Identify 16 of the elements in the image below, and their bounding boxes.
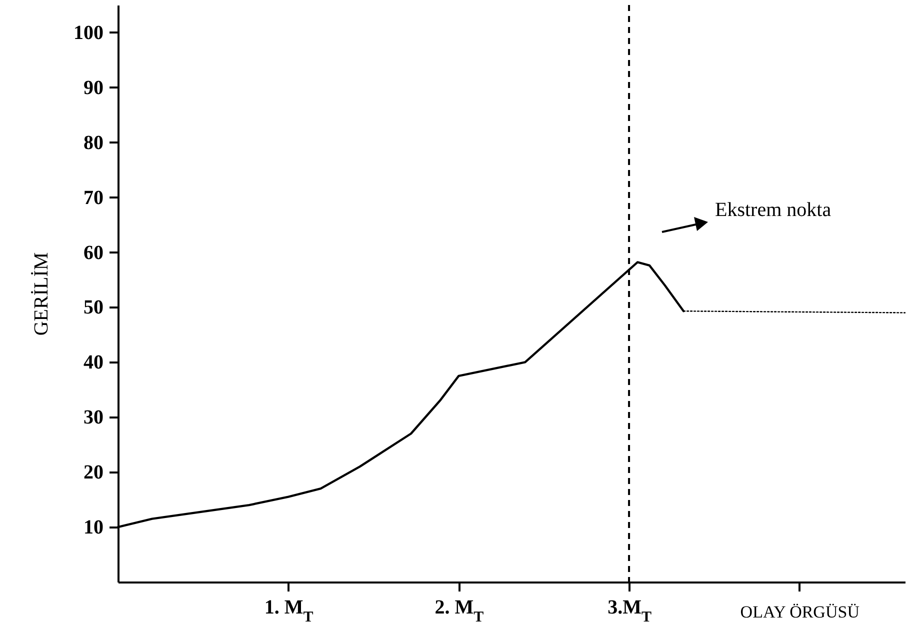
y-tick-label: 70 bbox=[84, 186, 104, 209]
y-tick-label: 80 bbox=[84, 132, 104, 154]
y-tick-label: 100 bbox=[74, 22, 104, 44]
y-tick-label: 40 bbox=[84, 352, 104, 374]
y-tick-label: 30 bbox=[84, 406, 104, 429]
y-tick-label: 60 bbox=[84, 242, 104, 264]
x-tick-label: 1. M$_{T}$ bbox=[264, 596, 314, 626]
y-axis-title: GERİLİM bbox=[30, 252, 52, 336]
y-tick-label: 20 bbox=[84, 462, 104, 484]
y-tick-label: 90 bbox=[84, 76, 104, 99]
annotation: Ekstrem nokta bbox=[715, 199, 832, 221]
x-tick-label: 3.M$_{T}$ bbox=[608, 596, 652, 626]
x-tick-label: 2. M$_{T}$ bbox=[434, 596, 484, 626]
x-axis-title: OLAY ÖRGÜSÜ bbox=[740, 602, 860, 622]
y-tick-label: 10 bbox=[84, 516, 104, 539]
y-tick-label: 50 bbox=[84, 296, 104, 319]
